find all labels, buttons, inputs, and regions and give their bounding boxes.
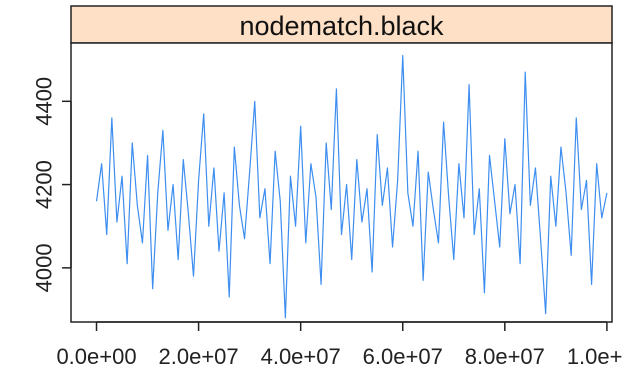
series-line	[95, 54, 608, 319]
x-tick-label: 4.0e+07	[261, 344, 341, 369]
x-tick-label: 1.0e+08	[567, 344, 622, 369]
x-tick-label: 6.0e+07	[363, 344, 443, 369]
y-tick-label: 4200	[32, 160, 57, 209]
strip-header	[70, 5, 613, 44]
y-tick-label: 4000	[32, 243, 57, 292]
y-tick-label: 4400	[32, 77, 57, 126]
y-axis: 4000 4200 4400	[32, 77, 72, 292]
strip-title: nodematch.black	[239, 11, 444, 41]
series-layer	[95, 54, 608, 319]
x-tick-label: 2.0e+07	[159, 344, 239, 369]
x-tick-label: 8.0e+07	[465, 344, 545, 369]
x-tick-label: 0.0e+00	[56, 344, 136, 369]
x-axis: 0.0e+00 2.0e+07 4.0e+07 6.0e+07 8.0e+07 1.0e+…	[56, 321, 622, 369]
